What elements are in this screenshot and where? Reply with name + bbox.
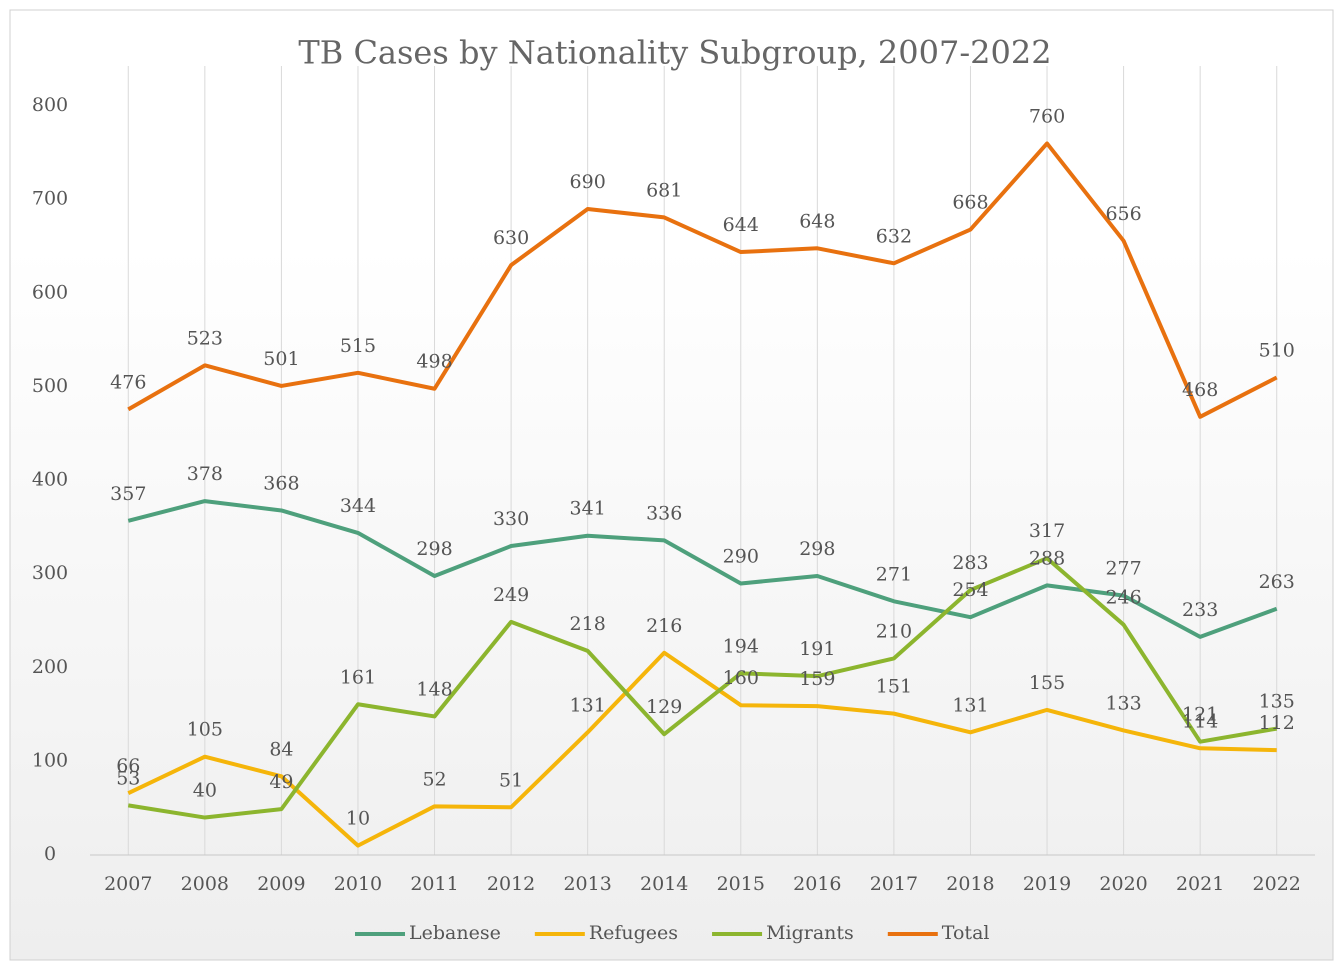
data-label: 10 (346, 808, 370, 830)
y-tick-label: 0 (44, 843, 56, 865)
data-label: 151 (876, 676, 912, 698)
data-label: 51 (499, 769, 523, 791)
data-label: 760 (1029, 105, 1065, 127)
data-label: 681 (646, 179, 682, 201)
data-label: 263 (1259, 571, 1295, 593)
data-label: 644 (723, 214, 759, 236)
data-label: 271 (876, 563, 912, 585)
data-label: 112 (1259, 712, 1295, 734)
data-label: 344 (340, 495, 376, 517)
x-tick-label: 2020 (1099, 873, 1147, 895)
data-label: 53 (116, 767, 140, 789)
data-label: 298 (799, 538, 835, 560)
data-label: 84 (269, 738, 293, 760)
legend-label: Lebanese (409, 922, 501, 944)
x-tick-label: 2015 (717, 873, 765, 895)
x-tick-label: 2013 (563, 873, 611, 895)
data-label: 131 (952, 694, 988, 716)
data-label: 254 (952, 579, 988, 601)
data-label: 121 (1182, 704, 1218, 726)
x-tick-label: 2017 (870, 873, 918, 895)
x-tick-label: 2011 (410, 873, 458, 895)
series-line (127, 650, 1277, 848)
data-label: 210 (876, 620, 912, 642)
x-tick-label: 2010 (334, 873, 382, 895)
data-label: 161 (340, 666, 376, 688)
data-label: 378 (187, 463, 223, 485)
x-tick-label: 2019 (1023, 873, 1071, 895)
data-label: 357 (110, 483, 146, 505)
data-label: 133 (1105, 692, 1141, 714)
legend-label: Total (942, 922, 990, 944)
data-label: 290 (723, 545, 759, 567)
series-line (127, 556, 1278, 820)
y-tick-label: 500 (32, 375, 68, 397)
chart-title: TB Cases by Nationality Subgroup, 2007-2… (298, 34, 1051, 72)
data-label: 131 (570, 694, 606, 716)
legend-label: Refugees (589, 922, 678, 944)
data-label: 277 (1105, 558, 1141, 580)
data-label: 317 (1029, 520, 1065, 542)
data-label: 476 (110, 371, 146, 393)
data-label: 114 (1182, 710, 1218, 732)
y-tick-label: 700 (32, 188, 68, 210)
data-label: 52 (422, 768, 446, 790)
data-label: 129 (646, 696, 682, 718)
data-label: 288 (1029, 547, 1065, 569)
data-label: 216 (646, 615, 682, 637)
y-tick-label: 300 (32, 562, 68, 584)
data-label: 523 (187, 327, 223, 349)
x-tick-label: 2018 (946, 873, 994, 895)
data-label: 246 (1105, 587, 1141, 609)
data-label: 298 (416, 538, 452, 560)
data-label: 135 (1259, 691, 1295, 713)
y-tick-label: 100 (32, 749, 68, 771)
data-label: 341 (570, 498, 606, 520)
x-tick-label: 2012 (487, 873, 535, 895)
data-label: 510 (1259, 340, 1295, 362)
data-label: 249 (493, 584, 529, 606)
y-tick-label: 400 (32, 469, 68, 491)
data-label: 468 (1182, 379, 1218, 401)
data-label: 515 (340, 335, 376, 357)
data-label: 368 (263, 472, 299, 494)
data-label: 105 (187, 719, 223, 741)
legend-label: Migrants (766, 922, 854, 944)
x-tick-label: 2009 (257, 873, 305, 895)
series-line (127, 141, 1278, 419)
data-label: 330 (493, 508, 529, 530)
data-label: 668 (952, 192, 988, 214)
data-label: 501 (263, 348, 299, 370)
x-tick-label: 2022 (1253, 873, 1301, 895)
data-label: 336 (646, 502, 682, 524)
data-label: 648 (799, 210, 835, 232)
data-label: 159 (799, 668, 835, 690)
x-tick-label: 2021 (1176, 873, 1224, 895)
data-label: 49 (269, 771, 293, 793)
x-tick-label: 2008 (181, 873, 229, 895)
data-label: 191 (799, 638, 835, 660)
data-label: 233 (1182, 599, 1218, 621)
x-tick-label: 2016 (793, 873, 841, 895)
data-label: 194 (723, 635, 759, 657)
y-tick-label: 800 (32, 94, 68, 116)
data-label: 630 (493, 227, 529, 249)
y-tick-label: 600 (32, 281, 68, 303)
data-label: 160 (723, 667, 759, 689)
data-label: 66 (116, 755, 140, 777)
data-label: 656 (1105, 203, 1141, 225)
data-label: 498 (416, 351, 452, 373)
data-label: 218 (570, 613, 606, 635)
data-label: 148 (416, 678, 452, 700)
data-label: 690 (570, 171, 606, 193)
data-label: 40 (193, 780, 217, 802)
x-tick-label: 2014 (640, 873, 688, 895)
chart-frame (9, 9, 1334, 961)
data-label: 632 (876, 225, 912, 247)
y-tick-label: 200 (32, 656, 68, 678)
x-tick-label: 2007 (104, 873, 152, 895)
data-label: 155 (1029, 672, 1065, 694)
data-label: 283 (952, 552, 988, 574)
